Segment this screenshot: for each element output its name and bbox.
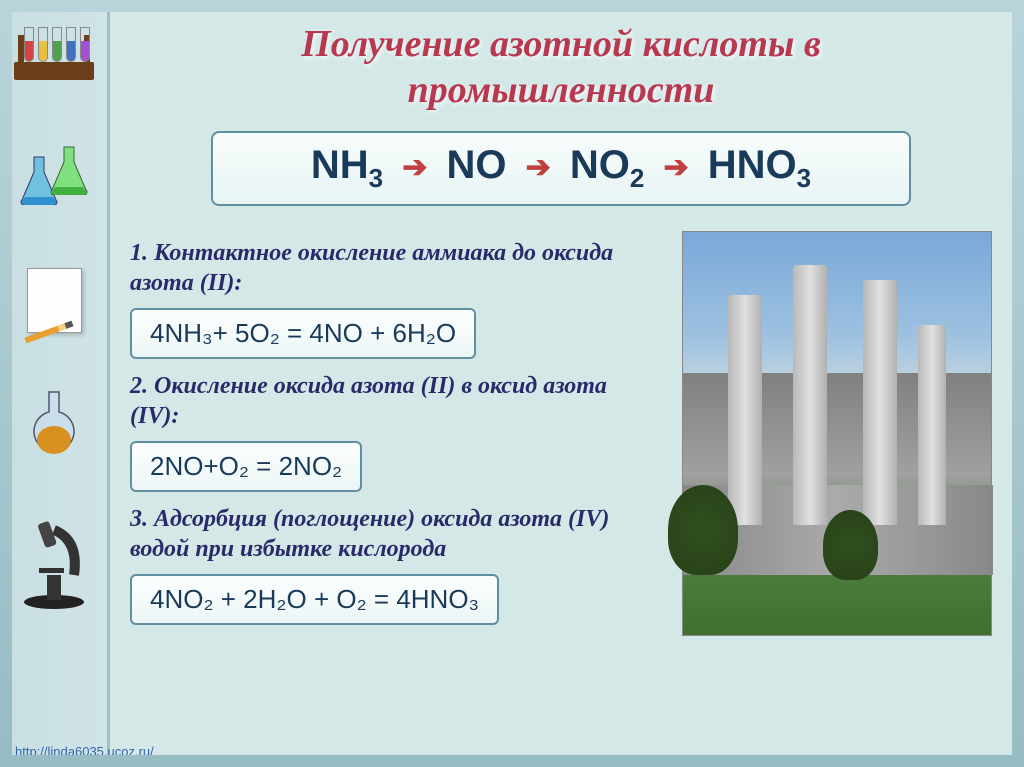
test-tube-rack-icon (14, 20, 94, 80)
source-url[interactable]: http://linda6035.ucoz.ru/ (15, 744, 154, 759)
step3-title: 3. Адсорбция (поглощение) оксида азота (… (130, 504, 662, 564)
erlenmeyer-flasks-icon (14, 120, 94, 220)
arrow-icon: ➔ (526, 151, 551, 184)
equation-3: 4NO₂ + 2H₂O + O₂ = 4HNO₃ (130, 574, 499, 625)
factory-photo (682, 231, 992, 636)
equation-2: 2NO+O₂ = 2NO₂ (130, 441, 362, 492)
slide-content: Получение азотной кислоты впромышленност… (110, 12, 1012, 737)
equipment-sidebar (0, 0, 110, 767)
step2-title: 2. Окисление оксида азота (II) в оксид а… (130, 371, 662, 431)
arrow-icon: ➔ (402, 151, 427, 184)
notepad-icon (19, 260, 89, 340)
slide-title: Получение азотной кислоты впромышленност… (130, 22, 992, 113)
round-flask-icon (29, 390, 79, 460)
reaction-scheme: NH3 ➔ NO ➔ NO2 ➔ HNO3 (211, 131, 911, 206)
microscope-icon (19, 520, 89, 610)
equation-1: 4NH₃+ 5O₂ = 4NO + 6H₂O (130, 308, 476, 359)
step1-title: 1. Контактное окисление аммиака до оксид… (130, 238, 662, 298)
arrow-icon: ➔ (664, 151, 689, 184)
